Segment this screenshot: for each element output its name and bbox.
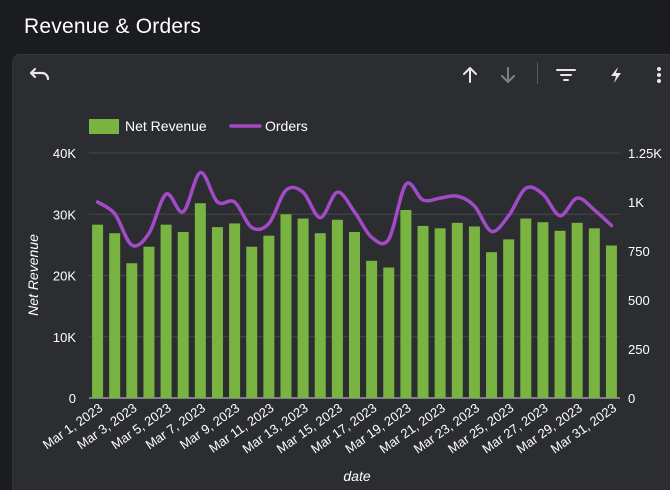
bar (383, 267, 395, 398)
bar (143, 246, 155, 398)
y-tick-label: 30K (53, 207, 76, 222)
bar (366, 260, 378, 398)
y2-tick-label: 250 (628, 342, 650, 357)
y2-tick-label: 500 (628, 293, 650, 308)
bar (520, 218, 532, 398)
sort-ascending-button[interactable] (458, 63, 482, 87)
legend-label-orders: Orders (265, 118, 308, 134)
bar (349, 232, 360, 398)
bar (588, 228, 600, 398)
bar (177, 232, 189, 398)
bar (126, 263, 138, 398)
bar (331, 219, 343, 398)
y-tick-label: 10K (53, 330, 76, 345)
bar (211, 227, 223, 398)
bar (194, 203, 206, 398)
arrow-up-icon (463, 67, 477, 83)
bar (451, 222, 463, 398)
page-title: Revenue & Orders (24, 15, 202, 38)
bar (297, 218, 309, 398)
more-vert-icon (657, 67, 661, 83)
bar (537, 222, 549, 398)
filter-button[interactable] (554, 63, 578, 87)
toolbar-divider (537, 62, 538, 84)
bar (605, 245, 617, 398)
bar (229, 223, 241, 398)
bar (160, 224, 172, 398)
chart-toolbar (0, 60, 670, 90)
bar (246, 246, 258, 398)
insights-button[interactable] (604, 63, 628, 87)
bar (417, 225, 429, 398)
y-tick-label: 0 (69, 391, 76, 406)
bar (571, 222, 583, 398)
legend-swatch-net-revenue (89, 119, 119, 134)
bar (468, 226, 480, 398)
undo-button[interactable] (27, 63, 51, 87)
orders-line (95, 170, 614, 248)
arrow-down-icon (501, 67, 515, 83)
y2-tick-label: 1.25K (628, 146, 662, 161)
y2-tick-label: 1K (628, 195, 644, 210)
bar (263, 235, 275, 398)
more-options-button[interactable] (647, 63, 670, 87)
bar (314, 233, 326, 398)
bar (92, 224, 104, 398)
lightning-icon (611, 67, 621, 83)
undo-icon (29, 67, 50, 81)
y-axis-title: Net Revenue (25, 234, 41, 316)
y-tick-label: 20K (53, 269, 76, 284)
filter-icon (556, 69, 576, 81)
bar (109, 233, 121, 398)
y2-tick-label: 0 (628, 391, 635, 406)
y2-tick-label: 750 (628, 244, 650, 259)
bar (554, 230, 566, 398)
bar (486, 252, 498, 398)
x-axis-title: date (343, 468, 370, 484)
legend-label-net-revenue: Net Revenue (125, 118, 207, 134)
bar (280, 214, 292, 398)
bar (434, 228, 446, 398)
y-tick-label: 40K (53, 146, 76, 161)
bar (503, 239, 515, 398)
bar (400, 209, 412, 398)
sort-descending-button[interactable] (496, 63, 520, 87)
